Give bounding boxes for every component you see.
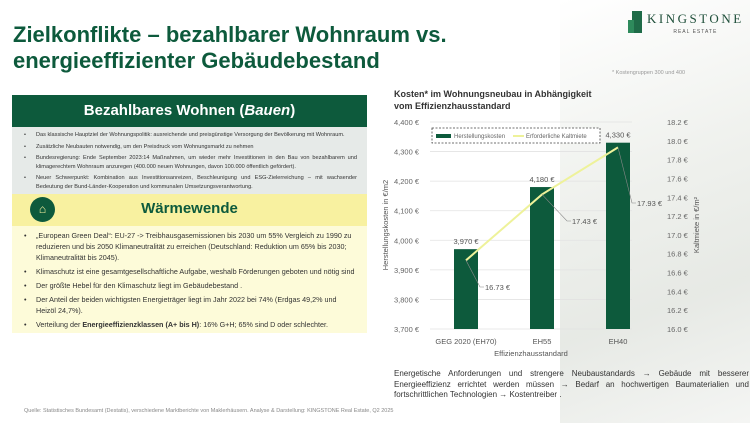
legend-swatch-bar — [436, 134, 451, 138]
section2-title: Wärmewende — [141, 200, 238, 217]
footnote: * Kostengruppen 300 und 400 — [612, 70, 686, 76]
x-tick-label: EH40 — [609, 337, 628, 346]
chart-title-line-1: Kosten* im Wohnungsneubau in Abhängigkei… — [394, 89, 592, 99]
y-tick-label: 4,000 € — [394, 236, 420, 245]
bullet-item: Der Anteil der beiden wichtigsten Energi… — [22, 294, 357, 316]
bar-value-label: 4,330 € — [605, 131, 631, 140]
title-line-1: Zielkonflikte – bezahlbarer Wohnraum vs. — [13, 22, 447, 47]
y-tick-label: 4,200 € — [394, 177, 420, 186]
bar-value-label: 3,970 € — [453, 237, 479, 246]
y2-tick-label: 16.0 € — [667, 325, 689, 334]
energy-building-icon: ⌂ — [30, 197, 55, 222]
section1-title-italic: Bauen — [244, 102, 291, 119]
leader-line — [541, 194, 571, 222]
y2-tick-label: 16.8 € — [667, 250, 689, 259]
title-line-2: energieeffizienter Gebäudebestand — [13, 48, 380, 73]
logo-mark-icon — [628, 11, 642, 33]
x-axis-title: Effizienzhausstandard — [494, 349, 568, 358]
x-tick-label: GEG 2020 (EH70) — [435, 337, 497, 346]
legend-label: Herstellungskosten — [454, 134, 505, 140]
leader-line — [617, 147, 636, 204]
x-tick-label: EH55 — [533, 337, 552, 346]
bullet-item: Verteilung der Energieeffizienzklassen (… — [22, 319, 357, 330]
y2-tick-label: 17.8 € — [667, 156, 689, 165]
section-header-waermewende: ⌂ Wärmewende — [12, 194, 367, 226]
y2-tick-label: 17.0 € — [667, 231, 689, 240]
leader-line — [465, 260, 484, 288]
bullet-item: Bundesregierung: Ende September 2023:14 … — [22, 154, 357, 171]
y-tick-label: 3,700 € — [394, 325, 420, 334]
bullet-text-last_pre: Verteilung der — [36, 320, 83, 329]
y2-tick-label: 17.6 € — [667, 174, 689, 183]
source-note: Quelle: Statistisches Bundesamt (Destati… — [24, 408, 394, 414]
section1-title-end: ) — [290, 102, 296, 119]
chart-comment: Energetische Anforderungen und strengere… — [394, 369, 749, 399]
kingstone-logo: KINGSTONE REAL ESTATE — [628, 11, 744, 35]
bullet-text-last_post: : 16% G+H; 65% sind D oder schlechter. — [199, 320, 329, 329]
bar-GEG 2020 (EH70) — [454, 249, 478, 329]
y2-tick-label: 18.0 € — [667, 137, 689, 146]
left-panel: Bezahlbares Wohnen (Bauen) Das klassisch… — [12, 95, 367, 333]
chart-title-line-2: vom Effizienzhausstandard — [394, 101, 511, 111]
logo-name: KINGSTONE — [647, 11, 744, 26]
bullet-item: Klimaschutz ist eine gesamtgesellschaftl… — [22, 266, 357, 277]
y2-tick-label: 16.4 € — [667, 287, 689, 296]
section1-body: Das klassische Hauptziel der Wohnungspol… — [12, 127, 367, 194]
bar-EH40 — [606, 142, 630, 329]
y2-tick-label: 17.2 € — [667, 212, 689, 221]
bullet-item: Neuer Schwerpunkt: Kombination aus Inves… — [22, 174, 357, 191]
y-tick-label: 4,100 € — [394, 207, 420, 216]
bullet-item: Das klassische Hauptziel der Wohnungspol… — [22, 131, 357, 140]
y2-tick-label: 17.4 € — [667, 193, 689, 202]
line-value-label: 16.73 € — [485, 283, 511, 292]
bullet-item: Der größte Hebel für den Klimaschutz lie… — [22, 280, 357, 291]
legend-label: Erforderliche Kaltmiete — [526, 134, 587, 140]
background-building-image — [560, 0, 750, 423]
chart-title: Kosten* im Wohnungsneubau in Abhängigkei… — [394, 88, 592, 112]
y-tick-label: 3,900 € — [394, 266, 420, 275]
section1-title: Bezahlbares Wohnen ( — [83, 102, 245, 119]
y-tick-label: 4,300 € — [394, 148, 420, 157]
y2-axis-title: Kaltmiete in €/m² — [692, 196, 701, 253]
bullet-item: „European Green Deal“: EU-27 -> Treibhau… — [22, 230, 357, 263]
y-tick-label: 4,400 € — [394, 118, 420, 127]
y-tick-label: 3,800 € — [394, 295, 420, 304]
bullet-item: Zusätzliche Neubauten notwendig, um den … — [22, 143, 357, 152]
section2-body: „European Green Deal“: EU-27 -> Treibhau… — [12, 226, 367, 333]
y-axis-title: Herstellungskosten in €/m2 — [381, 180, 390, 270]
logo-sub: REAL ESTATE — [673, 29, 718, 35]
y2-tick-label: 18.2 € — [667, 118, 689, 127]
bar-EH55 — [530, 187, 554, 329]
y2-tick-label: 16.6 € — [667, 269, 689, 278]
section-header-bezahlbares-wohnen: Bezahlbares Wohnen (Bauen) — [12, 95, 367, 127]
page-title: Zielkonflikte – bezahlbarer Wohnraum vs.… — [13, 22, 573, 74]
line-value-label: 17.43 € — [572, 217, 598, 226]
line-value-label: 17.93 € — [637, 199, 663, 208]
bar-value-label: 4,180 € — [529, 175, 555, 184]
y2-tick-label: 16.2 € — [667, 306, 689, 315]
bullet-text-last_bold: Energieeffizienzklassen (A+ bis H) — [82, 320, 200, 329]
